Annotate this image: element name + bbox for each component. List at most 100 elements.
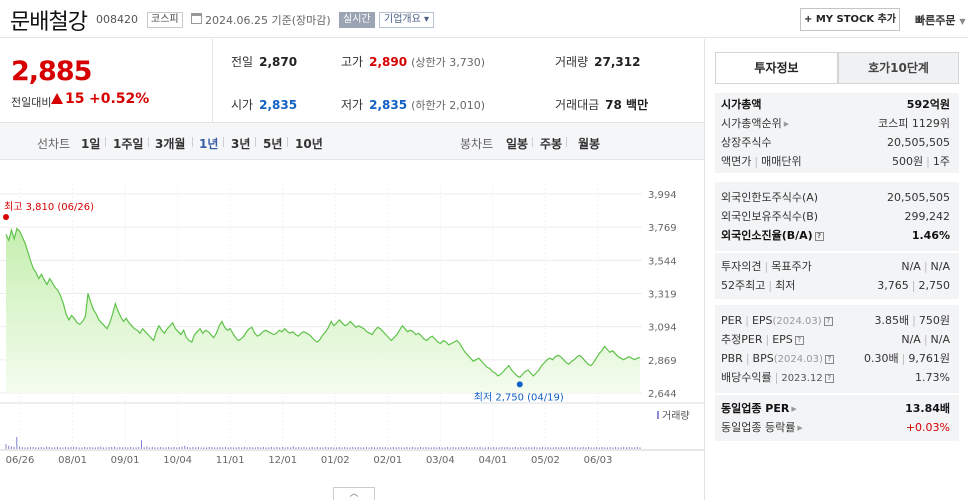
tab-investment-info[interactable]: 투자정보	[715, 52, 838, 84]
info-row-label[interactable]: 동일업종 등락률 ▶	[721, 418, 803, 438]
divider: |	[774, 371, 779, 384]
add-mystock-button[interactable]: + MY STOCK 추가	[800, 8, 900, 31]
info-row: 배당수익률 | 2023.12? 1.73%	[715, 368, 959, 387]
info-row-value: 1.46%	[912, 226, 950, 245]
divider: |	[911, 279, 916, 292]
info-row-label[interactable]: 동일업종 PER ▶	[721, 399, 797, 419]
label-text: 투자의견	[721, 260, 762, 273]
value-text: N/A	[901, 333, 921, 346]
info-row-value: 3.85배 | 750원	[875, 311, 950, 330]
open-value: 2,835	[259, 98, 298, 112]
volume-value: 27,312	[594, 55, 641, 69]
tab-1day[interactable]: 1일	[81, 137, 101, 151]
open-price: 시가 2,835	[231, 96, 297, 113]
help-icon[interactable]: ?	[823, 317, 833, 326]
info-row-value: N/A | N/A	[901, 257, 950, 276]
divider	[255, 137, 256, 147]
price-chart[interactable]: 3,994 3,769 3,544 3,319 3,094 2,869 2,644 최고 3,…	[0, 161, 704, 500]
x-tick-label: 06/03	[584, 455, 613, 466]
help-icon[interactable]: ?	[814, 232, 824, 241]
y-tick-label: 3,544	[648, 256, 677, 267]
divider: |	[912, 314, 916, 327]
tab-5year[interactable]: 5년	[263, 137, 283, 151]
info-row-label[interactable]: 외국인소진율(B/A)?	[721, 226, 824, 245]
value-text: 3,765	[877, 279, 909, 292]
company-info-button[interactable]: 기업개요 ▾	[379, 12, 435, 28]
divider: |	[926, 155, 930, 168]
value-text: 299,242	[904, 210, 951, 223]
tab-1year[interactable]: 1년	[199, 137, 219, 151]
x-tick-label: 12/01	[268, 455, 297, 466]
help-icon[interactable]: ?	[824, 374, 834, 383]
stock-name: 문배철강	[10, 10, 88, 35]
help-icon[interactable]: ?	[824, 355, 834, 364]
info-row-label[interactable]: 배당수익률 | 2023.12?	[721, 368, 834, 388]
divider: |	[768, 279, 773, 292]
info-row-label: 외국인한도주식수(A)	[721, 188, 818, 207]
period-label: (2024.03)	[773, 354, 823, 365]
tab-monthly[interactable]: 월봉	[578, 137, 601, 151]
x-tick-label: 05/02	[531, 455, 560, 466]
divider: |	[745, 314, 749, 327]
info-row-value: 1.73%	[915, 368, 950, 387]
info-row: 외국인보유주식수(B) 299,242	[715, 207, 959, 226]
info-row-label[interactable]: 시가총액순위 ▶	[721, 114, 789, 134]
tab-3year[interactable]: 3년	[231, 137, 251, 151]
high-annotation: 최고 3,810 (06/26)	[4, 201, 94, 213]
tab-1week[interactable]: 1주일	[113, 137, 144, 151]
label-text: 상장주식수	[721, 136, 772, 149]
market-badge: 코스피	[147, 12, 183, 28]
info-row-label: 투자의견 | 목표주가	[721, 257, 812, 276]
up-arrow-icon	[51, 93, 63, 104]
stock-header: 문배철강 008420 코스피 2024.06.25 기준(장마감) 실시간 기…	[0, 0, 968, 38]
chevron-right-icon: ▶	[797, 424, 803, 432]
quick-order-link[interactable]: 빠른주문 ▼	[915, 12, 965, 28]
info-row: 외국인소진율(B/A)? 1.46%	[715, 226, 959, 245]
label-text: 외국인소진율(B/A)	[721, 229, 813, 242]
value-text: 592억원	[906, 98, 950, 111]
info-row-label[interactable]: 추정PER | EPS?	[721, 330, 804, 349]
info-row-value: 20,505,505	[887, 133, 950, 152]
volume-legend-swatch	[657, 411, 659, 419]
info-row: PER | EPS(2024.03)? 3.85배 | 750원	[715, 311, 959, 330]
low-price: 저가 2,835 (하한가 2,010)	[341, 96, 485, 113]
tab-orderbook-10[interactable]: 호가10단계	[838, 52, 959, 84]
info-row-value: 299,242	[905, 207, 951, 226]
info-row-value: 코스피 1129위	[878, 114, 950, 133]
value-text: 1.46%	[911, 229, 950, 242]
divider	[148, 137, 149, 147]
label-text-2: EPS	[772, 333, 793, 346]
divider	[223, 137, 224, 147]
info-block-foreign: 외국인한도주식수(A) 20,505,505 외국인보유주식수(B) 299,242 외…	[715, 182, 959, 251]
realtime-badge[interactable]: 실시간	[339, 12, 375, 28]
info-row-value: 0.30배 | 9,761원	[864, 349, 950, 368]
chevron-down-icon: ▼	[959, 17, 966, 26]
divider	[105, 137, 106, 147]
high-price: 고가 2,890 (상한가 3,730)	[341, 53, 485, 70]
help-icon[interactable]: ?	[794, 336, 804, 345]
tab-daily[interactable]: 일봉	[506, 137, 529, 151]
divider	[532, 137, 533, 147]
tab-weekly[interactable]: 주봉	[540, 137, 563, 151]
info-row: 시가총액순위 ▶ 코스피 1129위	[715, 114, 959, 133]
info-row-label[interactable]: PBR | BPS(2024.03)?	[721, 349, 834, 369]
amount-value: 78 백만	[605, 98, 649, 112]
info-row: 액면가 | 매매단위 500원 | 1주	[715, 152, 959, 171]
divider	[566, 137, 567, 147]
y-tick-label: 3,994	[648, 190, 677, 201]
period-label: 2023.12	[781, 373, 823, 384]
info-row: PBR | BPS(2024.03)? 0.30배 | 9,761원	[715, 349, 959, 368]
high-label: 고가	[341, 55, 364, 69]
divider: |	[764, 260, 769, 273]
label-text: 외국인한도주식수(A)	[721, 191, 819, 204]
tab-3month[interactable]: 3개월	[155, 137, 186, 151]
divider: |	[745, 352, 750, 365]
label-text-2: BPS	[752, 352, 774, 365]
info-row: 외국인한도주식수(A) 20,505,505	[715, 188, 959, 207]
info-row-value: 592억원	[907, 95, 950, 114]
tab-10year[interactable]: 10년	[295, 137, 323, 151]
info-row-label[interactable]: PER | EPS(2024.03)?	[721, 311, 833, 331]
expand-chart-button[interactable]: ︿	[333, 487, 375, 500]
label-text: 동일업종 등락률	[721, 421, 796, 434]
